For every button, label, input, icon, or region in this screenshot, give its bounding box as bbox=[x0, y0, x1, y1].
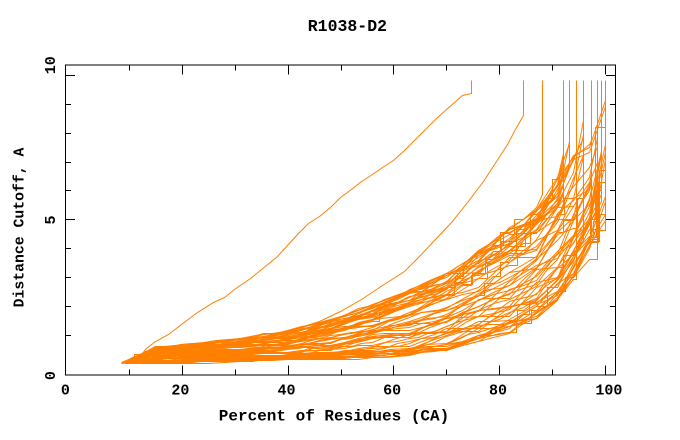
svg-text:60: 60 bbox=[383, 383, 401, 400]
svg-text:0: 0 bbox=[61, 383, 70, 400]
svg-text:0: 0 bbox=[43, 371, 60, 380]
svg-text:R1038-D2: R1038-D2 bbox=[308, 17, 387, 36]
svg-text:Distance Cutoff, A: Distance Cutoff, A bbox=[12, 147, 28, 307]
svg-text:Percent of Residues (CA): Percent of Residues (CA) bbox=[219, 407, 449, 425]
svg-text:5: 5 bbox=[43, 215, 60, 224]
svg-text:100: 100 bbox=[595, 383, 622, 400]
svg-text:10: 10 bbox=[43, 56, 60, 74]
svg-text:80: 80 bbox=[489, 383, 507, 400]
svg-text:40: 40 bbox=[277, 383, 295, 400]
svg-text:20: 20 bbox=[171, 383, 189, 400]
